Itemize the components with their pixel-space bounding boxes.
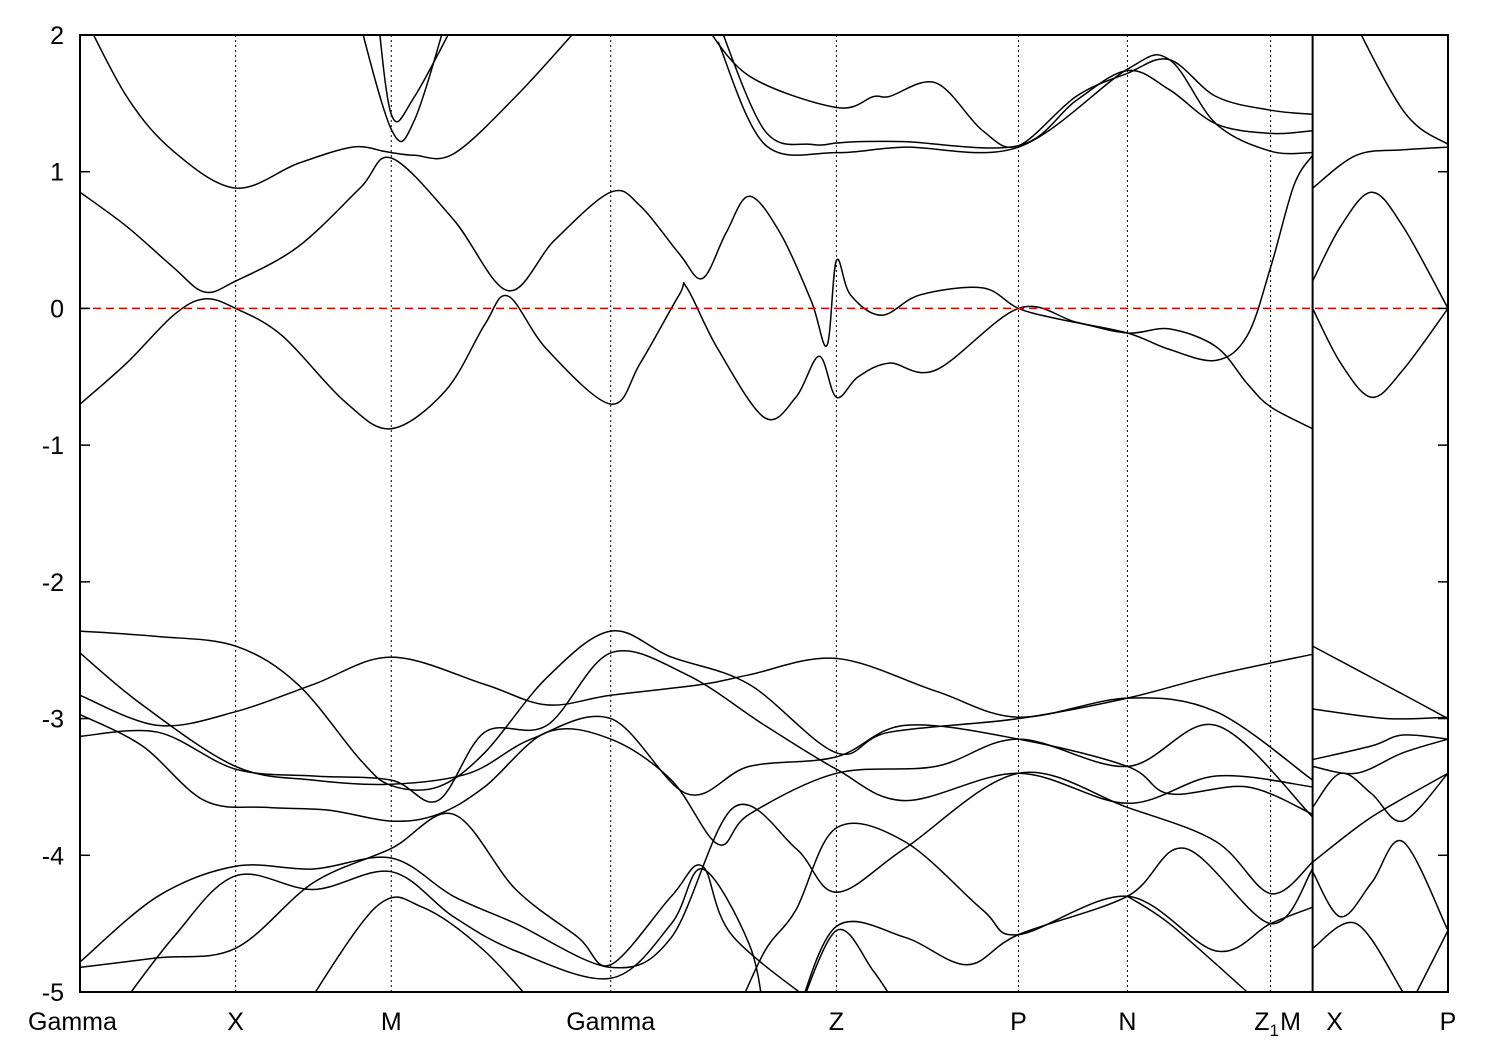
x-axis-kpoint-labels: Gamma X M Gamma Z P N Z1 M X P <box>28 1008 1456 1040</box>
band-line <box>1312 734 1448 761</box>
kpoint-label: Z <box>829 1008 844 1036</box>
band-line <box>92 35 573 189</box>
kpoint-label: M <box>1280 1008 1301 1036</box>
band-line <box>1312 645 1448 720</box>
kpoint-label: P <box>1440 1008 1457 1036</box>
band-line <box>1126 895 1249 992</box>
y-tick-label: 1 <box>50 159 64 187</box>
band-line <box>805 928 889 992</box>
band-line <box>1311 839 1448 931</box>
band-line <box>362 35 443 143</box>
kpoint-label: M <box>381 1008 402 1036</box>
band-line <box>1312 772 1448 822</box>
band-line <box>80 154 1314 362</box>
kpoint-label: Gamma <box>566 1008 655 1036</box>
band-line <box>379 35 449 123</box>
y-tick-label: 2 <box>50 22 64 50</box>
band-line <box>1360 35 1448 146</box>
y-tick-label: -5 <box>42 979 64 1007</box>
band-line <box>1312 738 1448 775</box>
y-tick-label: -2 <box>42 569 64 597</box>
band-line <box>80 656 1314 781</box>
band-line <box>1311 191 1448 309</box>
band-line <box>80 771 1314 969</box>
band-line <box>80 713 1314 846</box>
plot-frame <box>79 34 1449 993</box>
band-line <box>804 847 1314 992</box>
kpoint-label: Gamma <box>28 1008 117 1036</box>
kpoint-label: Z1 <box>1254 1008 1279 1040</box>
y-tick-label: -1 <box>42 432 64 460</box>
band-line <box>80 282 1313 430</box>
band-line <box>717 41 1313 156</box>
band-line <box>711 35 1313 148</box>
band-line <box>1312 708 1448 720</box>
band-line <box>130 868 762 992</box>
band-line <box>744 822 1313 992</box>
kpoint-label: N <box>1118 1008 1136 1036</box>
kpoint-label: X <box>1326 1008 1343 1036</box>
band-line <box>1312 772 1448 863</box>
band-line <box>1311 307 1448 399</box>
band-line <box>314 896 525 992</box>
band-line <box>1312 921 1404 992</box>
kpoint-label: X <box>227 1008 244 1036</box>
y-tick-label: -4 <box>42 842 64 870</box>
band-line <box>80 650 1313 805</box>
band-curves <box>80 35 1448 992</box>
y-tick-label: 0 <box>50 295 64 323</box>
y-tick-label: -3 <box>42 706 64 734</box>
band-line <box>1312 146 1448 189</box>
band-line <box>80 812 801 992</box>
y-axis-ticks: 2 1 0 -1 -2 -3 -4 -5 <box>42 22 1448 1007</box>
band-line <box>1415 930 1448 992</box>
kpoint-label: P <box>1010 1008 1027 1036</box>
